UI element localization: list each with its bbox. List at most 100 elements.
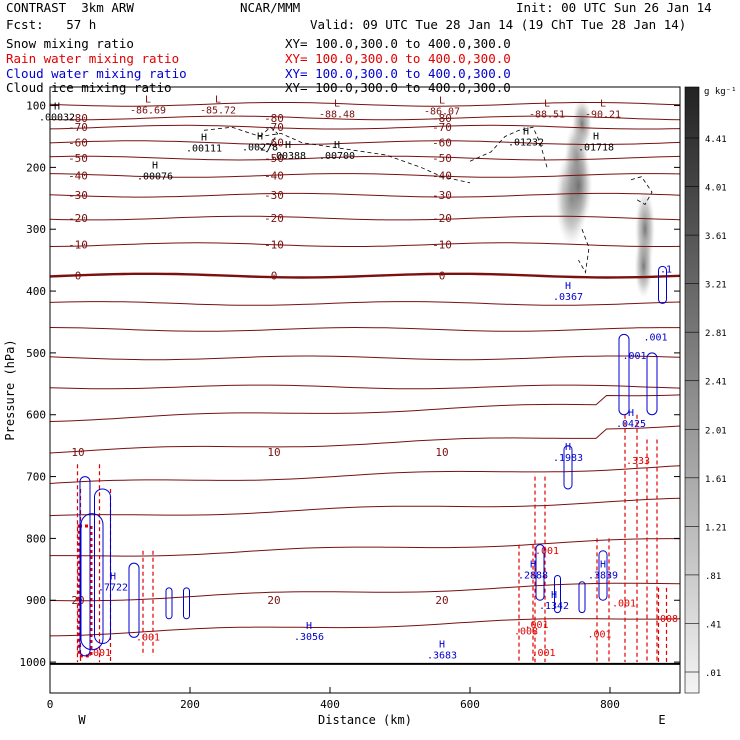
y-tick-label: 1000 xyxy=(20,656,47,669)
low-value-label: -88.48 xyxy=(319,110,355,121)
cloud-ice-contour xyxy=(203,126,471,184)
init-time: Init: 00 UTC Sun 26 Jan 14 xyxy=(516,0,712,15)
cloud-water-label: .001 xyxy=(622,351,646,362)
high-value-label: .7722 xyxy=(98,583,128,594)
cloud-water-contour xyxy=(80,513,104,651)
high-value-label: .01232 xyxy=(508,137,544,148)
high-marker: H xyxy=(257,131,263,142)
high-marker: H xyxy=(201,133,207,144)
cloud-water-contour xyxy=(598,550,608,601)
rain-water-label: .001 xyxy=(524,620,548,631)
temperature-contour xyxy=(49,384,681,390)
temperature-contour xyxy=(49,102,681,107)
rain-water-contour xyxy=(518,544,534,663)
colorbar-tick-label: .81 xyxy=(705,572,721,582)
colorbar-tick-label: 4.01 xyxy=(705,184,727,194)
rain-water-label: .008 xyxy=(654,614,678,625)
rain-water-contour xyxy=(646,439,658,663)
colorbar-tick-label: 1.61 xyxy=(705,475,727,485)
cloud-water-contour xyxy=(618,333,630,416)
cloud-water-contour xyxy=(658,265,667,304)
cloud-water-label: .001 xyxy=(643,333,667,344)
cloud-water-contour xyxy=(94,488,111,645)
high-marker: H xyxy=(551,590,557,601)
temperature-contour-label: 0 xyxy=(271,270,278,283)
snow-shading-plume xyxy=(634,234,653,299)
temperature-contour-label: -50 xyxy=(264,152,284,165)
x-tick-label: 400 xyxy=(320,698,340,711)
colorbar-tick-label: 2.81 xyxy=(705,329,727,339)
colorbar-tick-label: 2.41 xyxy=(705,378,727,388)
temperature-contour-label: -20 xyxy=(432,212,452,225)
high-marker: H xyxy=(285,140,291,151)
high-marker: H xyxy=(565,281,571,292)
high-marker: H xyxy=(523,126,529,137)
low-marker: L xyxy=(439,96,445,107)
cloud-water-contour xyxy=(554,575,561,614)
temperature-contour-label: 20 xyxy=(435,594,448,607)
temperature-contour-label: 10 xyxy=(71,446,84,459)
temperature-contour xyxy=(49,618,681,637)
field-xy-snow: XY= 100.0,300.0 to 400.0,300.0 xyxy=(285,36,511,51)
temperature-contour xyxy=(49,140,681,145)
field-name-rain: Rain water mixing ratio xyxy=(6,51,180,66)
cloud-water-contour xyxy=(128,562,140,638)
colorbar-unit: g kg⁻¹ xyxy=(704,87,737,97)
colorbar-tick-label: .41 xyxy=(705,620,721,630)
colorbar-tick-label: 1.21 xyxy=(705,523,727,533)
rain-water-contour xyxy=(142,550,154,656)
temperature-contour-label: -10 xyxy=(264,239,284,252)
west-end-label: W xyxy=(78,713,86,727)
high-value-label: .00388 xyxy=(270,151,306,162)
high-marker: H xyxy=(593,131,599,142)
high-value-label: .00700 xyxy=(319,151,355,162)
temperature-contour-label: -40 xyxy=(432,169,452,182)
x-tick-label: 600 xyxy=(460,698,480,711)
rain-water-contour xyxy=(624,414,638,663)
colorbar-tick-label: 3.61 xyxy=(705,232,727,242)
cloud-ice-contour xyxy=(578,229,590,274)
east-end-label: E xyxy=(658,713,665,727)
cloud-water-contour xyxy=(165,587,173,620)
low-value-label: -86.69 xyxy=(130,105,166,116)
cloud-ice-contour xyxy=(469,126,548,168)
low-value-label: -86.07 xyxy=(424,107,460,118)
temperature-contour-label: -60 xyxy=(432,137,452,150)
rain-water-contour xyxy=(534,476,546,663)
temperature-contour-label: -40 xyxy=(68,169,88,182)
x-tick-label: 0 xyxy=(47,698,54,711)
temperature-contour-label: -80 xyxy=(264,112,284,125)
plot-frame xyxy=(49,86,681,694)
temperature-contour xyxy=(49,301,681,306)
y-tick-label: 700 xyxy=(26,471,46,484)
high-marker: H xyxy=(600,559,606,570)
high-value-label: .2888 xyxy=(518,570,548,581)
temperature-contour-label: 0 xyxy=(75,270,82,283)
y-tick-label: 500 xyxy=(26,347,46,360)
x-axis-label: Distance (km) xyxy=(318,713,412,727)
low-value-label: -90.21 xyxy=(585,110,621,121)
temperature-contour-label: -10 xyxy=(432,239,452,252)
high-value-label: .00032 xyxy=(39,113,75,124)
colorbar-tick-label: 3.21 xyxy=(705,281,727,291)
rain-water-label: .001 xyxy=(531,648,555,659)
low-marker: L xyxy=(600,99,606,110)
high-marker: H xyxy=(628,408,634,419)
high-value-label: .00278 xyxy=(242,142,278,153)
temperature-contour xyxy=(49,192,681,198)
y-tick-label: 900 xyxy=(26,594,46,607)
high-marker: H xyxy=(54,102,60,113)
high-marker: H xyxy=(152,160,158,171)
cloud-water-contour xyxy=(183,587,190,620)
rain-water-label: .001 xyxy=(87,648,111,659)
rain-water-label: .001 xyxy=(535,546,559,557)
temperature-contour-label: -70 xyxy=(68,121,88,134)
plot-title: CONTRAST 3km ARW xyxy=(6,0,134,15)
low-marker: L xyxy=(145,94,151,105)
center-label: NCAR/MMM xyxy=(240,0,301,15)
temperature-contour-label: -50 xyxy=(68,152,88,165)
x-tick-label: 800 xyxy=(600,698,620,711)
high-value-label: .3839 xyxy=(588,570,618,581)
temperature-contour xyxy=(49,326,680,332)
cloud-ice-contour xyxy=(256,126,279,153)
